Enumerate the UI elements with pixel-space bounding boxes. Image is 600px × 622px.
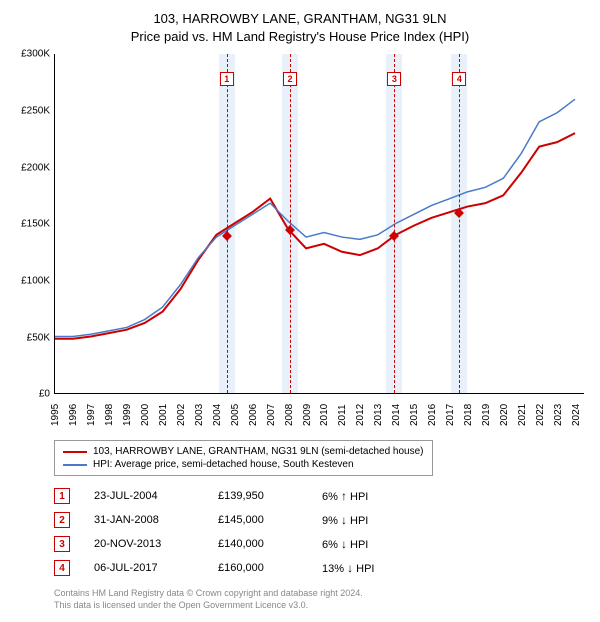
attribution-line-1: Contains HM Land Registry data © Crown c… (54, 588, 590, 600)
legend-row-price: 103, HARROWBY LANE, GRANTHAM, NG31 9LN (… (63, 445, 424, 458)
sale-marker-icon: 2 (54, 512, 70, 528)
sale-marker-box: 4 (452, 72, 466, 86)
series-line-price_paid (55, 133, 575, 339)
y-tick-label: £50K (10, 332, 50, 343)
legend-swatch-hpi (63, 464, 87, 466)
x-tick-label: 2018 (463, 404, 474, 426)
x-tick-label: 2000 (140, 404, 151, 426)
x-tick-label: 2022 (535, 404, 546, 426)
title-block: 103, HARROWBY LANE, GRANTHAM, NG31 9LN P… (10, 10, 590, 46)
x-tick-label: 2004 (212, 404, 223, 426)
sales-table-row: 1 23-JUL-2004 £139,950 6% ↑ HPI (54, 484, 590, 508)
legend-row-hpi: HPI: Average price, semi-detached house,… (63, 458, 424, 471)
sale-dashed-line (459, 54, 460, 393)
sale-marker-box: 2 (283, 72, 297, 86)
x-axis: 1995199619971998199920002001200220032004… (54, 394, 584, 434)
sale-diff: 6% ↓ HPI (322, 537, 402, 551)
sale-diff: 6% ↑ HPI (322, 489, 402, 503)
sale-marker-box: 3 (387, 72, 401, 86)
sale-price: £140,000 (218, 538, 298, 550)
sale-dashed-line (394, 54, 395, 393)
sale-marker-box: 1 (220, 72, 234, 86)
sale-diff: 13% ↓ HPI (322, 561, 402, 575)
y-tick-label: £250K (10, 106, 50, 117)
legend-label-hpi: HPI: Average price, semi-detached house,… (93, 459, 354, 470)
sale-dashed-line (290, 54, 291, 393)
title-line-1: 103, HARROWBY LANE, GRANTHAM, NG31 9LN (10, 10, 590, 28)
x-tick-label: 2015 (409, 404, 420, 426)
x-tick-label: 1998 (104, 404, 115, 426)
x-tick-label: 2011 (337, 405, 348, 427)
y-tick-label: £150K (10, 219, 50, 230)
chart-area: £0£50K£100K£150K£200K£250K£300K 1234 199… (10, 54, 590, 434)
x-tick-label: 1996 (68, 404, 79, 426)
x-tick-label: 2014 (391, 404, 402, 426)
x-tick-label: 2021 (517, 404, 528, 426)
sale-marker-icon: 3 (54, 536, 70, 552)
title-line-2: Price paid vs. HM Land Registry's House … (10, 28, 590, 46)
y-tick-label: £200K (10, 162, 50, 173)
x-tick-label: 2006 (248, 404, 259, 426)
x-tick-label: 2005 (230, 404, 241, 426)
sale-price: £145,000 (218, 514, 298, 526)
sales-table-row: 3 20-NOV-2013 £140,000 6% ↓ HPI (54, 532, 590, 556)
y-tick-label: £300K (10, 49, 50, 60)
x-tick-label: 2024 (571, 404, 582, 426)
x-tick-label: 2019 (481, 404, 492, 426)
sale-date: 06-JUL-2017 (94, 562, 194, 574)
attribution-line-2: This data is licensed under the Open Gov… (54, 600, 590, 612)
x-tick-label: 1995 (50, 404, 61, 426)
x-tick-label: 2008 (284, 404, 295, 426)
sale-price: £139,950 (218, 490, 298, 502)
sale-diff: 9% ↓ HPI (322, 513, 402, 527)
x-tick-label: 2020 (499, 404, 510, 426)
chart-svg (55, 54, 584, 393)
plot-area: 1 2 3 4 (54, 54, 584, 394)
sale-marker-icon: 4 (54, 560, 70, 576)
x-tick-label: 2002 (176, 404, 187, 426)
x-tick-label: 1999 (122, 404, 133, 426)
y-tick-label: £0 (10, 389, 50, 400)
x-tick-label: 1997 (86, 404, 97, 426)
legend: 103, HARROWBY LANE, GRANTHAM, NG31 9LN (… (54, 440, 433, 476)
y-axis: £0£50K£100K£150K£200K£250K£300K (10, 54, 54, 394)
x-tick-label: 2001 (158, 404, 169, 426)
sales-table-row: 2 31-JAN-2008 £145,000 9% ↓ HPI (54, 508, 590, 532)
x-tick-label: 2013 (373, 404, 384, 426)
sales-table: 1 23-JUL-2004 £139,950 6% ↑ HPI 2 31-JAN-2008… (54, 484, 590, 580)
x-tick-label: 2009 (302, 404, 313, 426)
x-tick-label: 2010 (319, 404, 330, 426)
x-tick-label: 2003 (194, 404, 205, 426)
x-tick-label: 2007 (266, 404, 277, 426)
sale-dashed-line (227, 54, 228, 393)
legend-swatch-price (63, 451, 87, 453)
x-tick-label: 2023 (553, 404, 564, 426)
sale-date: 20-NOV-2013 (94, 538, 194, 550)
x-tick-label: 2016 (427, 404, 438, 426)
y-tick-label: £100K (10, 276, 50, 287)
attribution: Contains HM Land Registry data © Crown c… (54, 588, 590, 611)
x-tick-label: 2017 (445, 404, 456, 426)
series-line-hpi (55, 100, 575, 337)
legend-label-price: 103, HARROWBY LANE, GRANTHAM, NG31 9LN (… (93, 446, 424, 457)
sale-price: £160,000 (218, 562, 298, 574)
sale-date: 23-JUL-2004 (94, 490, 194, 502)
sale-marker-icon: 1 (54, 488, 70, 504)
sales-table-row: 4 06-JUL-2017 £160,000 13% ↓ HPI (54, 556, 590, 580)
x-tick-label: 2012 (355, 404, 366, 426)
sale-date: 31-JAN-2008 (94, 514, 194, 526)
chart-container: 103, HARROWBY LANE, GRANTHAM, NG31 9LN P… (0, 0, 600, 622)
